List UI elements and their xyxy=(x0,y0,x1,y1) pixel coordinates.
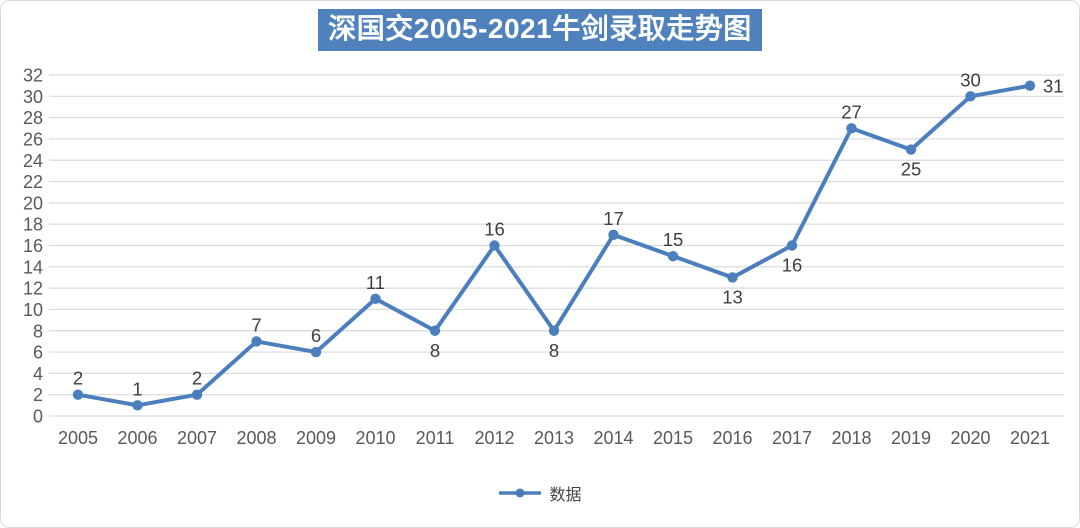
chart-title: 深国交2005-2021牛剑录取走势图 xyxy=(318,9,762,51)
data-label: 2 xyxy=(192,368,202,389)
y-tick-label: 2 xyxy=(33,385,43,405)
y-tick-label: 0 xyxy=(33,407,43,427)
data-label: 16 xyxy=(782,255,803,276)
y-tick-label: 30 xyxy=(23,87,43,107)
y-tick-label: 10 xyxy=(23,300,43,320)
x-tick-label: 2020 xyxy=(950,428,990,448)
legend-line-marker-icon xyxy=(499,488,542,498)
data-point xyxy=(429,325,441,336)
x-tick-label: 2011 xyxy=(416,428,455,448)
data-point xyxy=(965,91,976,102)
x-tick-label: 2021 xyxy=(1010,428,1050,448)
data-point xyxy=(608,229,619,241)
x-tick-label: 2010 xyxy=(355,428,395,448)
x-tick-label: 2014 xyxy=(593,428,633,448)
y-tick-label: 4 xyxy=(33,364,43,384)
y-tick-label: 12 xyxy=(23,279,43,299)
y-tick-label: 26 xyxy=(23,129,43,149)
data-point xyxy=(905,144,917,155)
y-tick-label: 16 xyxy=(23,236,43,256)
data-point xyxy=(727,272,738,283)
x-tick-label: 2015 xyxy=(653,428,693,448)
legend-series-label: 数据 xyxy=(549,487,582,504)
y-tick-label: 8 xyxy=(33,321,43,341)
data-point xyxy=(72,389,84,400)
x-tick-label: 2016 xyxy=(712,428,752,448)
x-tick-label: 2019 xyxy=(891,428,931,448)
x-tick-label: 2006 xyxy=(117,428,157,448)
chart-title-row: 深国交2005-2021牛剑录取走势图 xyxy=(1,9,1079,51)
x-tick-label: 2013 xyxy=(534,428,574,448)
data-label: 11 xyxy=(366,272,385,293)
y-tick-label: 28 xyxy=(23,108,43,128)
data-point xyxy=(667,250,679,262)
data-point xyxy=(370,293,381,304)
data-label: 8 xyxy=(549,340,559,361)
data-point xyxy=(786,240,798,251)
data-label: 27 xyxy=(841,101,862,122)
data-label: 8 xyxy=(430,340,440,361)
data-point xyxy=(191,389,203,400)
y-tick-label: 6 xyxy=(33,343,43,363)
y-tick-label: 32 xyxy=(23,66,43,86)
y-tick-label: 20 xyxy=(23,193,43,213)
x-tick-label: 2008 xyxy=(236,428,276,448)
y-tick-label: 18 xyxy=(23,215,43,235)
y-tick-label: 24 xyxy=(23,151,43,171)
data-point xyxy=(489,240,500,251)
data-point xyxy=(310,346,322,358)
data-label: 16 xyxy=(484,219,505,240)
data-label: 13 xyxy=(722,286,743,307)
data-label: 6 xyxy=(311,325,321,346)
data-label: 30 xyxy=(960,69,981,90)
legend: 数据 xyxy=(1,481,1079,505)
data-label: 1 xyxy=(132,378,142,399)
x-tick-label: 2018 xyxy=(831,428,871,448)
data-point xyxy=(251,336,262,347)
data-label: 15 xyxy=(663,229,684,250)
data-label: 17 xyxy=(603,208,624,229)
data-label: 25 xyxy=(901,159,922,180)
data-label: 7 xyxy=(251,314,261,335)
data-point xyxy=(1024,80,1036,91)
data-point xyxy=(548,325,560,336)
x-tick-label: 2012 xyxy=(474,428,514,448)
x-tick-label: 2005 xyxy=(58,428,98,448)
data-point xyxy=(132,400,143,411)
data-label: 31 xyxy=(1043,76,1064,97)
data-label: 2 xyxy=(73,368,83,389)
x-tick-label: 2017 xyxy=(772,428,812,448)
x-tick-label: 2009 xyxy=(296,428,336,448)
data-point xyxy=(846,123,857,134)
x-tick-label: 2007 xyxy=(177,428,217,448)
y-tick-label: 14 xyxy=(23,257,43,277)
y-tick-label: 22 xyxy=(23,172,43,192)
